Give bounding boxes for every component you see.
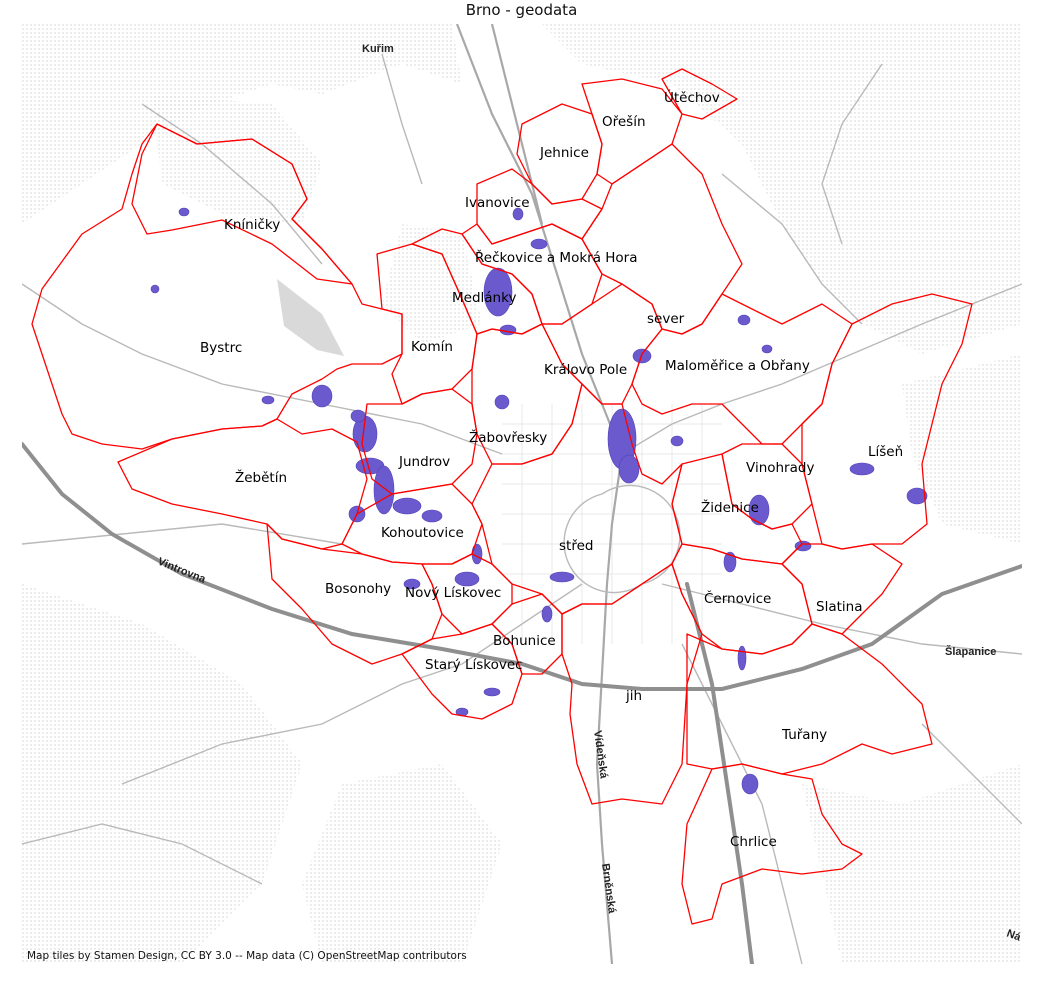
- place-label: Ná: [1005, 928, 1022, 944]
- map-title: Brno - geodata: [465, 1, 578, 19]
- district-label: Starý Lískovec: [425, 657, 523, 673]
- district-label: Ivanovice: [465, 195, 530, 211]
- district-label: Nový Lískovec: [405, 585, 501, 601]
- district-label: Královo Pole: [544, 362, 627, 378]
- district-label: Bosonohy: [325, 581, 391, 597]
- district-label: Kníničky: [224, 217, 280, 233]
- district-label: Ořešín: [602, 114, 646, 130]
- district-label: Židenice: [701, 498, 759, 516]
- district-label: Vinohrady: [746, 460, 814, 476]
- district-label: Bystrc: [200, 340, 242, 356]
- district-label: Slatina: [816, 599, 862, 615]
- district-label: Líšeň: [868, 444, 903, 460]
- boundary-jundrov: [361, 388, 478, 495]
- place-label: Šlapanice: [945, 645, 996, 658]
- district-label: Žebětín: [235, 468, 287, 486]
- district-label: sever: [647, 311, 685, 327]
- map-attribution: Map tiles by Stamen Design, CC BY 3.0 --…: [27, 950, 467, 962]
- district-label: Medlánky: [452, 290, 516, 306]
- district-label: Kohoutovice: [381, 525, 464, 541]
- boundary-zebetin: [117, 418, 368, 550]
- place-label: Kuřim: [362, 43, 394, 55]
- roads: [22, 24, 1022, 964]
- highways: [22, 442, 1022, 964]
- boundary-utechov: [661, 68, 738, 120]
- district-label: Maloměřice a Obřany: [665, 358, 810, 374]
- boundary-chrlice: [681, 763, 863, 925]
- forest-areas: [22, 24, 1022, 964]
- water-bodies: [150, 207, 928, 795]
- boundary-turany: [686, 623, 933, 775]
- reservoir-area: [277, 279, 344, 356]
- district-label: Řečkovice a Mokrá Hora: [475, 249, 638, 266]
- district-label: Bohunice: [493, 633, 556, 649]
- map-canvas[interactable]: Útěchov Ořešín Jehnice Ivanovice Kníničk…: [22, 24, 1022, 964]
- boundary-kninicky: [131, 123, 353, 285]
- district-label: střed: [559, 538, 593, 554]
- district-boundaries: [31, 68, 973, 925]
- boundary-slatina: [781, 543, 903, 635]
- boundary-jehnice: [516, 103, 603, 205]
- district-label: Žabovřesky: [469, 428, 547, 446]
- district-label: jih: [625, 688, 642, 704]
- district-label: Jundrov: [398, 454, 450, 470]
- district-label: Černovice: [704, 589, 771, 607]
- boundary-stred: [471, 383, 683, 615]
- district-label: Jehnice: [539, 145, 589, 161]
- district-label: Komín: [411, 339, 453, 355]
- boundary-jih: [561, 563, 703, 805]
- district-labels: Útěchov Ořešín Jehnice Ivanovice Kníničk…: [200, 88, 903, 850]
- district-label: Útěchov: [664, 88, 720, 106]
- district-label: Chrlice: [730, 834, 777, 850]
- district-label: Tuřany: [781, 727, 827, 743]
